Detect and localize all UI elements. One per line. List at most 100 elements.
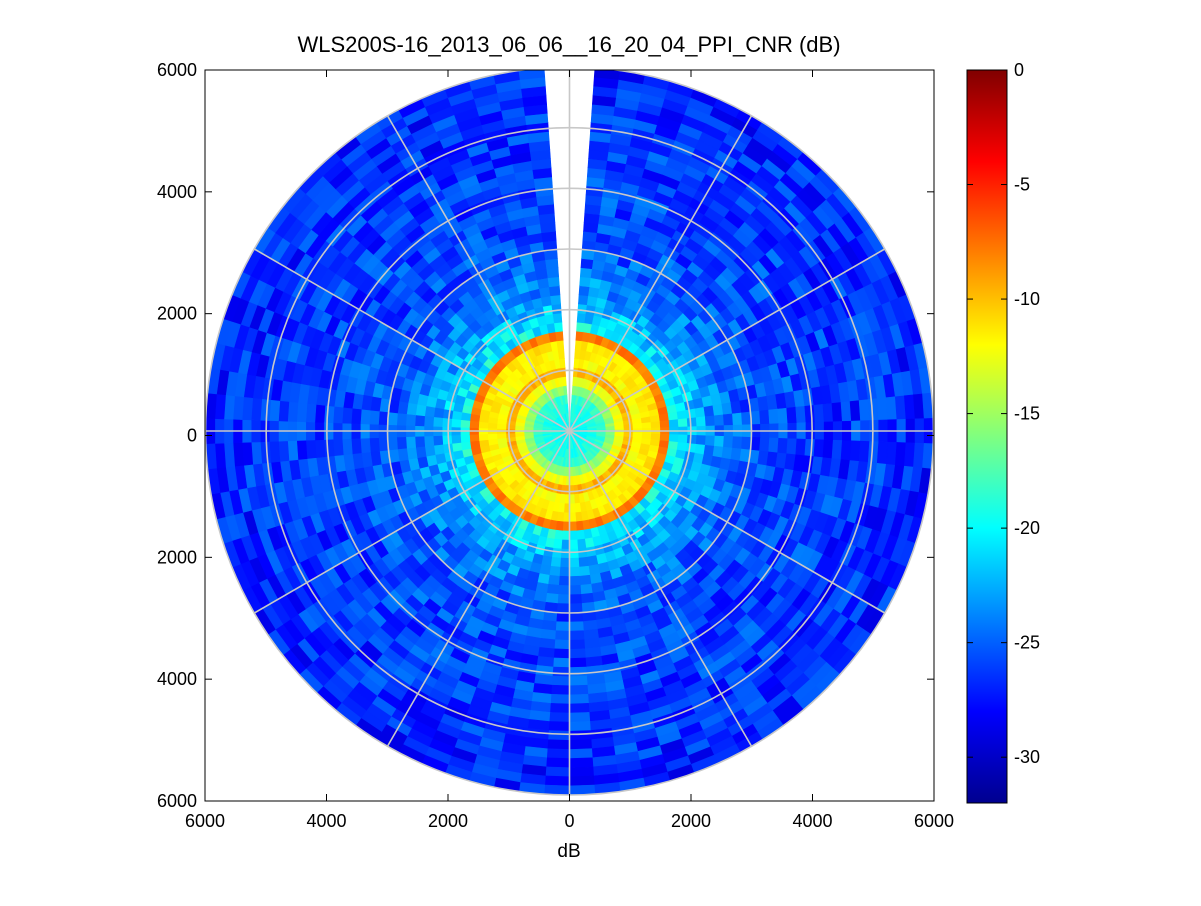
ppi-cell (867, 398, 880, 421)
ppi-cell (555, 612, 570, 623)
ppi-cell (557, 348, 565, 360)
ppi-cell (557, 585, 570, 596)
ppi-cell (574, 502, 582, 514)
ppi-cell (560, 548, 570, 559)
ppi-cell (704, 415, 716, 427)
ppi-cell (569, 539, 579, 550)
ppi-cell (548, 721, 570, 732)
ppi-cell (768, 408, 779, 425)
ppi-cell (569, 557, 580, 568)
ppi-cell (569, 603, 583, 614)
azimuth-spoke (253, 248, 570, 432)
ppi-cell (415, 403, 427, 417)
ppi-cell (559, 557, 570, 568)
ppi-cell (867, 441, 880, 464)
colorbar-tick-label: 0 (1014, 60, 1024, 80)
colorbar (967, 70, 1007, 803)
azimuth-spoke (569, 430, 886, 614)
ppi-cell (545, 592, 559, 604)
y-tick-label: 0 (187, 426, 197, 446)
ppi-cell (269, 399, 281, 422)
ppi-cell (659, 420, 670, 429)
ppi-cell (545, 258, 559, 270)
ppi-cell (546, 739, 570, 750)
ppi-cell (460, 434, 471, 443)
ppi-cell (553, 648, 570, 659)
ppi-cell (396, 436, 407, 450)
ppi-cell (795, 438, 807, 457)
ppi-cell (804, 438, 816, 458)
ppi-cell (569, 657, 587, 668)
ppi-cell (405, 413, 416, 426)
ppi-cell (623, 424, 634, 430)
ppi-cell (641, 422, 652, 429)
ppi-cell (432, 435, 444, 446)
ppi-cell (548, 712, 570, 723)
ppi-cell (813, 404, 825, 423)
ppi-cell (569, 666, 587, 678)
ppi-cell (677, 434, 689, 444)
ppi-cell (695, 416, 707, 427)
ppi-cell (685, 408, 697, 419)
ppi-cell (569, 721, 591, 732)
ppi-cell (703, 405, 715, 418)
ppi-cell (582, 619, 598, 632)
azimuth-spoke (568, 115, 753, 432)
ppi-cell (478, 433, 489, 441)
ppi-cell (577, 303, 588, 315)
ppi-cell (269, 440, 281, 463)
ppi-cell (703, 444, 715, 457)
ppi-cell (677, 418, 689, 428)
x-tick-label: 2000 (428, 811, 468, 831)
ppi-cell (614, 424, 625, 430)
ppi-cell (259, 441, 272, 464)
ppi-cell (560, 539, 570, 550)
ppi-cell (551, 303, 562, 315)
ppi-cell (575, 520, 584, 532)
ppi-cell (553, 321, 563, 333)
ppi-cell (545, 766, 570, 778)
ppi-cell (658, 413, 670, 422)
ppi-cell (332, 405, 344, 424)
ppi-cell (712, 445, 724, 459)
ppi-cell (580, 592, 594, 604)
ppi-cell (569, 703, 590, 714)
azimuth-spoke (386, 115, 571, 432)
ppi-cell (518, 70, 546, 80)
ppi-cell (423, 415, 435, 427)
ppi-cell (569, 748, 593, 759)
ppi-cell (569, 503, 576, 514)
ppi-cell (569, 521, 577, 532)
ppi-cell (546, 748, 570, 759)
ppi-cell (551, 675, 570, 687)
ppi-cell (777, 437, 789, 455)
ppi-cell (441, 417, 453, 428)
ppi-cell (555, 330, 564, 342)
x-tick-label: 2000 (671, 811, 711, 831)
ppi-cell (469, 440, 481, 449)
ppi-cell (822, 403, 834, 423)
ppi-cell (804, 404, 816, 424)
ppi-cell (569, 594, 582, 605)
ppi-cell (278, 440, 290, 462)
ppi-cell (576, 529, 586, 541)
ppi-cell (578, 294, 589, 306)
ppi-cell (323, 404, 335, 424)
ppi-cell (460, 441, 472, 451)
ppi-cell (569, 739, 593, 750)
ppi-cell (686, 434, 698, 445)
ppi-cell (450, 418, 462, 428)
colorbar-tick-label: -25 (1014, 633, 1040, 653)
ppi-cell (759, 409, 770, 425)
ppi-cell (795, 405, 807, 424)
ppi-cell (259, 398, 272, 421)
chart-title: WLS200S-16_2013_06_06__16_20_04_PPI_CNR … (297, 32, 840, 57)
ppi-cell (667, 411, 679, 421)
ppi-cell (580, 258, 594, 270)
ppi-cell (569, 712, 591, 723)
ppi-cell (547, 730, 570, 741)
ppi-cell (323, 438, 335, 458)
ppi-cell (650, 421, 661, 429)
ppi-cell (713, 435, 725, 448)
